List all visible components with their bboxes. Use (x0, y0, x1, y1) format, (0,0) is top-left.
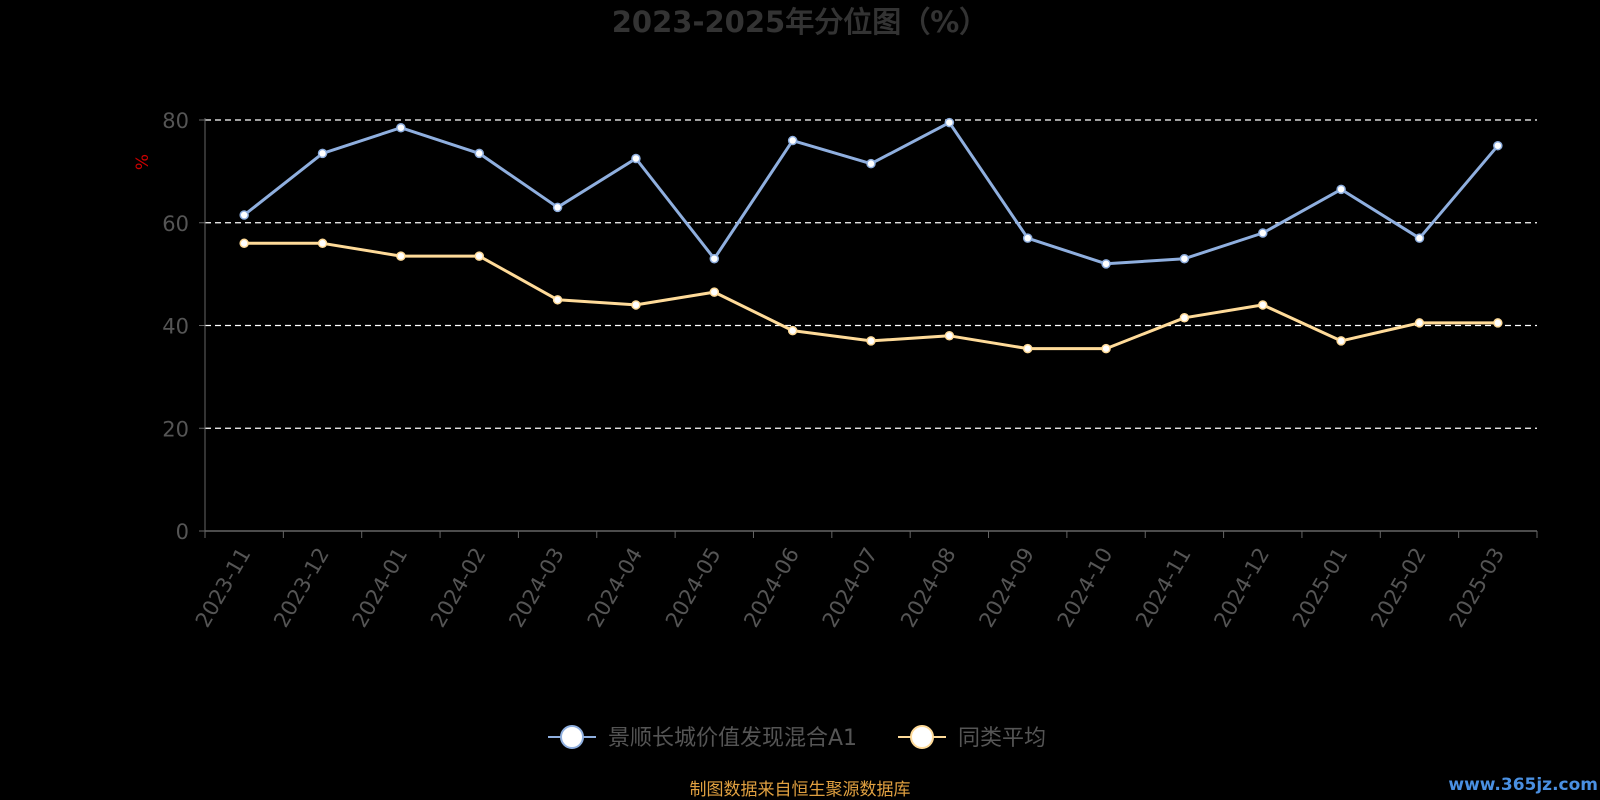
data-point (631, 300, 641, 310)
series-line-0 (243, 121, 1499, 266)
data-point (866, 158, 876, 169)
data-point (317, 238, 328, 249)
legend[interactable]: 景顺长城价值发现混合A1 同类平均 (548, 725, 1046, 751)
x-tick-label: 2024-12 (1209, 544, 1274, 632)
data-point (1101, 259, 1111, 269)
y-axis-label: % (133, 154, 153, 170)
data-point (396, 251, 406, 261)
y-tick-label-40: 40 (162, 315, 189, 339)
data-point (787, 135, 798, 146)
legend-label: 景顺长城价值发现混合A1 (608, 726, 857, 751)
data-point (1336, 184, 1346, 195)
data-point (1493, 140, 1503, 151)
data-point (1258, 228, 1268, 238)
x-tick-label: 2025-02 (1366, 544, 1431, 632)
y-tick-label-20: 20 (162, 417, 189, 441)
data-point (1179, 253, 1190, 264)
x-tick-label: 2025-03 (1444, 544, 1509, 632)
data-point (239, 238, 249, 249)
data-point (396, 122, 406, 133)
data-point (1179, 313, 1190, 323)
chart-title: 2023-2025年分位图（%） (612, 5, 989, 39)
data-point (317, 148, 328, 159)
x-tick-label: 2024-03 (504, 544, 569, 632)
data-point (631, 153, 641, 164)
legend-marker (560, 725, 584, 749)
source-note: 制图数据来自恒生聚源数据库 (690, 780, 911, 800)
legend-label: 同类平均 (958, 726, 1046, 751)
x-tick-label: 2024-10 (1053, 544, 1118, 632)
data-point (474, 251, 484, 261)
data-point (1493, 318, 1503, 328)
data-point (787, 325, 798, 336)
y-tick-label-0: 0 (176, 520, 189, 544)
x-tick-label: 2024-06 (739, 544, 804, 632)
data-point (866, 336, 876, 346)
y-tick-label-60: 60 (162, 212, 189, 236)
x-tick-label: 2024-11 (1131, 544, 1196, 632)
legend-item-1[interactable]: 同类平均 (898, 725, 1046, 751)
x-tick-label: 2023-11 (191, 544, 256, 632)
data-point (552, 295, 563, 305)
x-tick-label: 2024-01 (348, 544, 413, 632)
x-tick-label: 2024-04 (583, 544, 648, 632)
data-point (944, 331, 955, 341)
data-point (239, 210, 249, 220)
data-point (709, 253, 720, 264)
data-point (1101, 343, 1111, 354)
x-tick-label: 2024-02 (426, 544, 491, 632)
watermark: www.365jz.com (1448, 775, 1598, 795)
x-tick-label: 2023-12 (269, 544, 334, 632)
legend-marker (910, 725, 934, 749)
series-line-1 (244, 241, 1498, 351)
x-tick-label: 2024-07 (818, 544, 883, 632)
x-tick-label: 2024-08 (896, 544, 961, 632)
data-point (1022, 233, 1033, 243)
legend-item-0[interactable]: 景顺长城价值发现混合A1 (548, 725, 857, 751)
x-tick-label: 2024-05 (661, 544, 726, 632)
data-point (709, 287, 720, 297)
data-point (1414, 318, 1425, 328)
y-tick-label-80: 80 (162, 109, 189, 133)
data-point (944, 117, 955, 128)
data-point (1414, 233, 1425, 243)
x-tick-label: 2025-01 (1288, 544, 1353, 632)
grid-lines (205, 119, 1537, 429)
data-point (552, 202, 563, 213)
data-point (1336, 336, 1346, 346)
data-point (474, 148, 484, 159)
data-point (1258, 300, 1268, 310)
x-tick-label: 2024-09 (974, 544, 1039, 632)
data-point (1022, 343, 1033, 354)
series-lines (239, 117, 1503, 354)
